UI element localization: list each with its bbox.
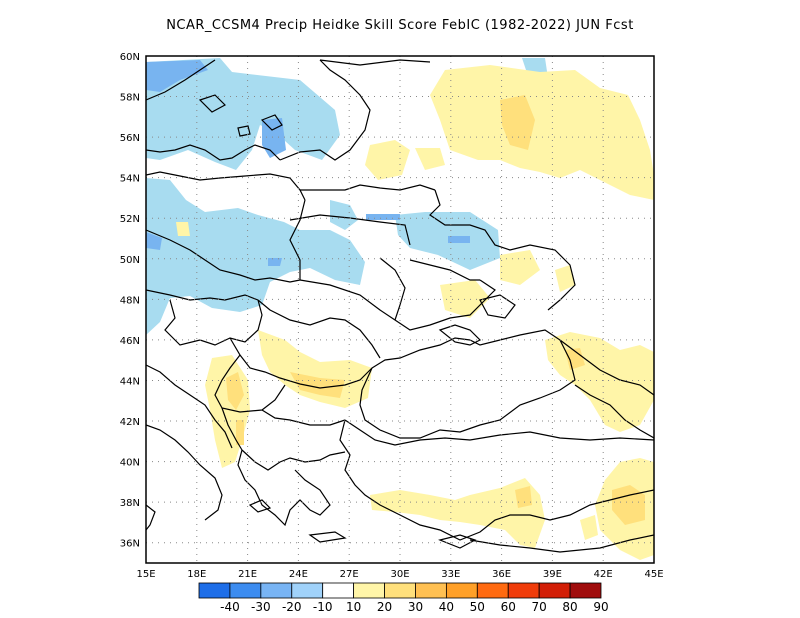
positive-skill-regions (176, 65, 654, 560)
colorbar-swatch (384, 582, 416, 599)
lat-label: 58N (120, 93, 140, 104)
shaded-regions (146, 58, 654, 560)
colorbar-label: -40 (220, 600, 240, 614)
colorbar-swatch (415, 582, 447, 599)
negative-skill-regions (146, 58, 548, 335)
colorbar-label: 30 (408, 600, 423, 614)
lon-label: 24E (289, 569, 308, 580)
lon-label: 18E (187, 569, 206, 580)
colorbar-swatch (260, 582, 293, 599)
colorbar-swatch (445, 582, 478, 599)
colorbar-swatch (507, 582, 540, 599)
lat-label: 44N (120, 376, 140, 387)
colorbar-labels: -40 -30 -20 -10 10 20 30 40 50 60 70 80 90 (220, 600, 609, 614)
colorbar (198, 582, 602, 599)
colorbar-swatch (353, 582, 385, 599)
lon-label: 30E (390, 569, 409, 580)
colorbar-swatch (538, 582, 571, 599)
lon-label: 33E (441, 569, 460, 580)
colorbar-swatch (229, 582, 262, 599)
colorbar-label: 10 (346, 600, 361, 614)
longitude-labels: 15E 18E 21E 24E 27E 30E 33E 36E 39E 42E 45E (136, 569, 663, 580)
colorbar-label: 80 (562, 600, 577, 614)
latitude-labels: 60N 58N 56N 54N 52N 50N 48N 46N 44N 42N 40N 38N 36N (120, 52, 140, 550)
colorbar-swatch (198, 582, 231, 599)
map-title: NCAR_CCSM4 Precip Heidke Skill Score Feb… (166, 18, 634, 33)
colorbar-label: -10 (313, 600, 333, 614)
colorbar-swatch (291, 582, 324, 599)
lat-label: 42N (120, 417, 140, 428)
colorbar-swatch (322, 582, 355, 599)
lat-label: 56N (120, 133, 140, 144)
lat-label: 40N (120, 458, 140, 469)
lon-label: 39E (543, 569, 562, 580)
lat-label: 36N (120, 539, 140, 550)
colorbar-label: 40 (439, 600, 454, 614)
colorbar-swatch (476, 582, 509, 599)
lat-label: 46N (120, 336, 140, 347)
lon-label: 15E (136, 569, 155, 580)
colorbar-label: 20 (377, 600, 392, 614)
lat-label: 54N (120, 174, 140, 185)
lon-label: 36E (492, 569, 511, 580)
colorbar-label: -20 (282, 600, 302, 614)
moderate-positive-regions (226, 95, 645, 525)
lon-label: 45E (644, 569, 663, 580)
colorbar-label: 50 (470, 600, 485, 614)
colorbar-label: 70 (532, 600, 547, 614)
lat-label: 60N (120, 52, 140, 63)
lat-label: 52N (120, 214, 140, 225)
lon-label: 21E (238, 569, 257, 580)
lon-label: 27E (340, 569, 359, 580)
moderate-negative-regions (146, 60, 470, 266)
lon-label: 42E (594, 569, 613, 580)
colorbar-label: 90 (593, 600, 608, 614)
colorbar-label: 60 (501, 600, 516, 614)
lat-label: 50N (120, 255, 140, 266)
lat-label: 38N (120, 498, 140, 509)
lat-label: 48N (120, 295, 140, 306)
colorbar-label: -30 (251, 600, 271, 614)
colorbar-swatch (569, 582, 602, 599)
plot-frame (145, 55, 655, 564)
